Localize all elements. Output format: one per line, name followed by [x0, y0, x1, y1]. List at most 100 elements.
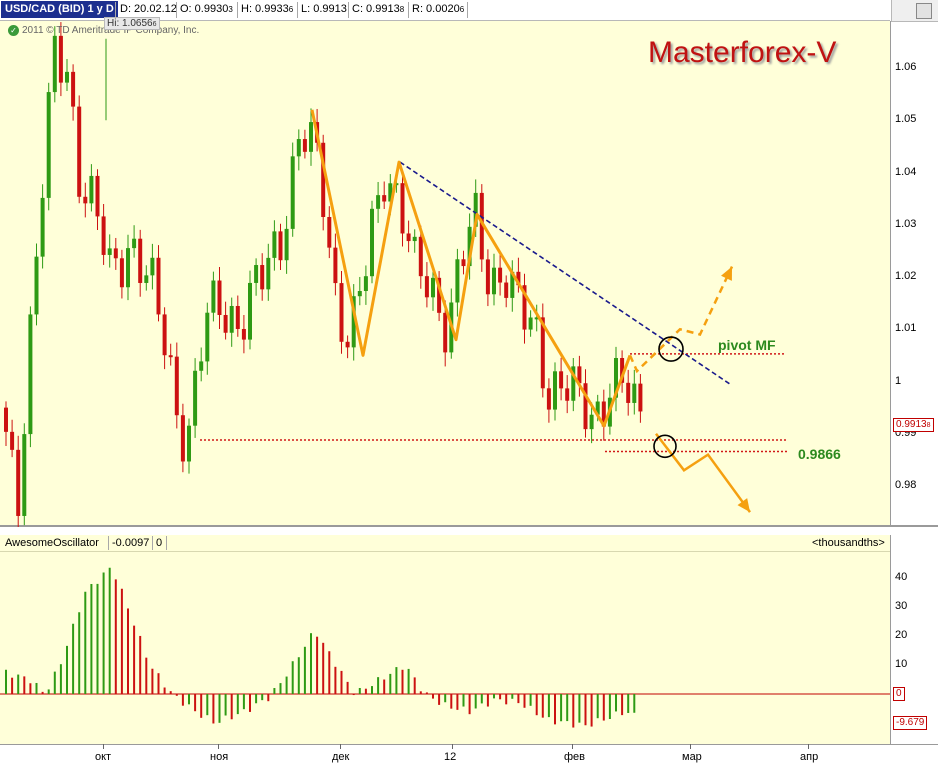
oscillator-name[interactable]: AwesomeOscillator — [5, 537, 99, 549]
candle-body — [528, 317, 533, 330]
candle-body — [485, 259, 490, 295]
candle-body — [126, 248, 130, 288]
candle-body — [211, 280, 216, 313]
candle-body — [248, 282, 252, 340]
header-divider — [467, 2, 468, 18]
time-axis — [0, 744, 938, 769]
symbol-label[interactable]: USD/CAD (BID) 1 y D — [1, 1, 118, 18]
header-divider — [176, 2, 177, 18]
candle-body — [351, 296, 356, 348]
time-axis-tick — [808, 744, 809, 749]
candle-body — [406, 233, 411, 242]
oscillator-param: 0 — [156, 537, 163, 549]
candle-body — [58, 35, 63, 83]
candle-body — [278, 231, 283, 261]
candle-body — [40, 197, 45, 257]
candle-body — [193, 370, 198, 426]
candle-body — [424, 276, 429, 298]
candle-body — [467, 226, 472, 267]
candle-body — [595, 401, 600, 415]
candle-body — [559, 371, 564, 389]
price-axis-label: 0.98 — [895, 478, 917, 491]
candle-body — [223, 314, 228, 333]
oscillator-units: <thousandths> — [812, 537, 885, 549]
price-axis-label: 1.05 — [895, 113, 917, 126]
candle-body — [412, 236, 417, 242]
candle-body — [144, 275, 149, 283]
osc-value-tag: -9.679 — [893, 716, 928, 730]
scroll-knob[interactable] — [916, 3, 932, 19]
candle-body — [638, 383, 643, 412]
osc-divider — [108, 536, 109, 550]
candle-body — [28, 314, 33, 435]
time-axis-tick — [340, 744, 341, 749]
candle-body — [388, 183, 393, 202]
time-axis-tick — [690, 744, 691, 749]
candle-body — [296, 139, 301, 157]
time-axis-tick — [572, 744, 573, 749]
candle-body — [632, 383, 637, 403]
candle-body — [601, 401, 606, 427]
time-axis-label: фев — [564, 751, 586, 763]
oscillator-axis-label: 30 — [895, 600, 908, 612]
header-divider — [348, 2, 349, 18]
logo-icon: ✓ — [8, 25, 19, 36]
levels-group — [200, 353, 788, 453]
high-marker: Hi: 1.06566 — [104, 17, 160, 30]
oscillator-axis-label: 20 — [895, 629, 908, 641]
candle-body — [83, 196, 88, 204]
candle-body — [589, 414, 594, 430]
candle-body — [565, 388, 570, 401]
price-axis-label: 1.02 — [895, 270, 917, 283]
candle-body — [156, 257, 161, 315]
candle-body — [22, 434, 27, 516]
header-divider — [115, 2, 116, 18]
header-date: D: 20.02.12 — [120, 3, 177, 15]
osc-zero-tag: 0 — [893, 687, 905, 701]
candle-body — [180, 415, 185, 462]
candle-body — [46, 92, 51, 198]
candle-body — [571, 366, 576, 401]
candle-body — [302, 139, 307, 152]
candle-body — [333, 247, 338, 284]
chart-scroll-control[interactable] — [891, 0, 938, 22]
candle-body — [101, 216, 106, 255]
header-close: C: 0.99138 — [352, 3, 405, 15]
oscillator-pane[interactable] — [0, 535, 890, 744]
time-axis-label: мар — [682, 751, 702, 763]
candle-body — [339, 283, 344, 342]
header-divider — [297, 2, 298, 18]
chart-title: Masterforex-V — [648, 36, 837, 69]
header-divider — [237, 2, 238, 18]
candle-body — [400, 183, 405, 234]
bullish-scenario-path — [628, 266, 734, 374]
candle-body — [382, 195, 387, 202]
candle-body — [10, 431, 15, 450]
osc-divider — [152, 536, 153, 550]
time-axis-label: апр — [800, 751, 819, 763]
header-low: L: 0.9913 — [301, 3, 347, 15]
candles-group — [4, 22, 643, 527]
price-pane[interactable] — [0, 21, 890, 525]
candle-body — [266, 257, 271, 290]
candle-body — [254, 265, 259, 283]
candle-body — [71, 71, 76, 107]
candle-body — [418, 236, 423, 277]
chart-header: USD/CAD (BID) 1 y D D: 20.02.12 O: 0.993… — [0, 0, 890, 21]
candle-body — [162, 314, 167, 356]
pane-splitter[interactable] — [0, 525, 938, 527]
candle-body — [229, 305, 234, 333]
candle-body — [52, 35, 57, 93]
candle-body — [443, 312, 448, 353]
support-circle — [653, 434, 677, 459]
candle-body — [138, 238, 143, 283]
pivot-label: pivot MF — [718, 337, 776, 353]
time-axis-tick — [103, 744, 104, 749]
candle-body — [461, 259, 466, 267]
candle-body — [272, 231, 277, 258]
candle-body — [431, 277, 435, 298]
candle-body — [498, 267, 503, 283]
header-divider — [408, 2, 409, 18]
candle-body — [95, 175, 100, 217]
osc-axis-divider — [890, 535, 891, 744]
